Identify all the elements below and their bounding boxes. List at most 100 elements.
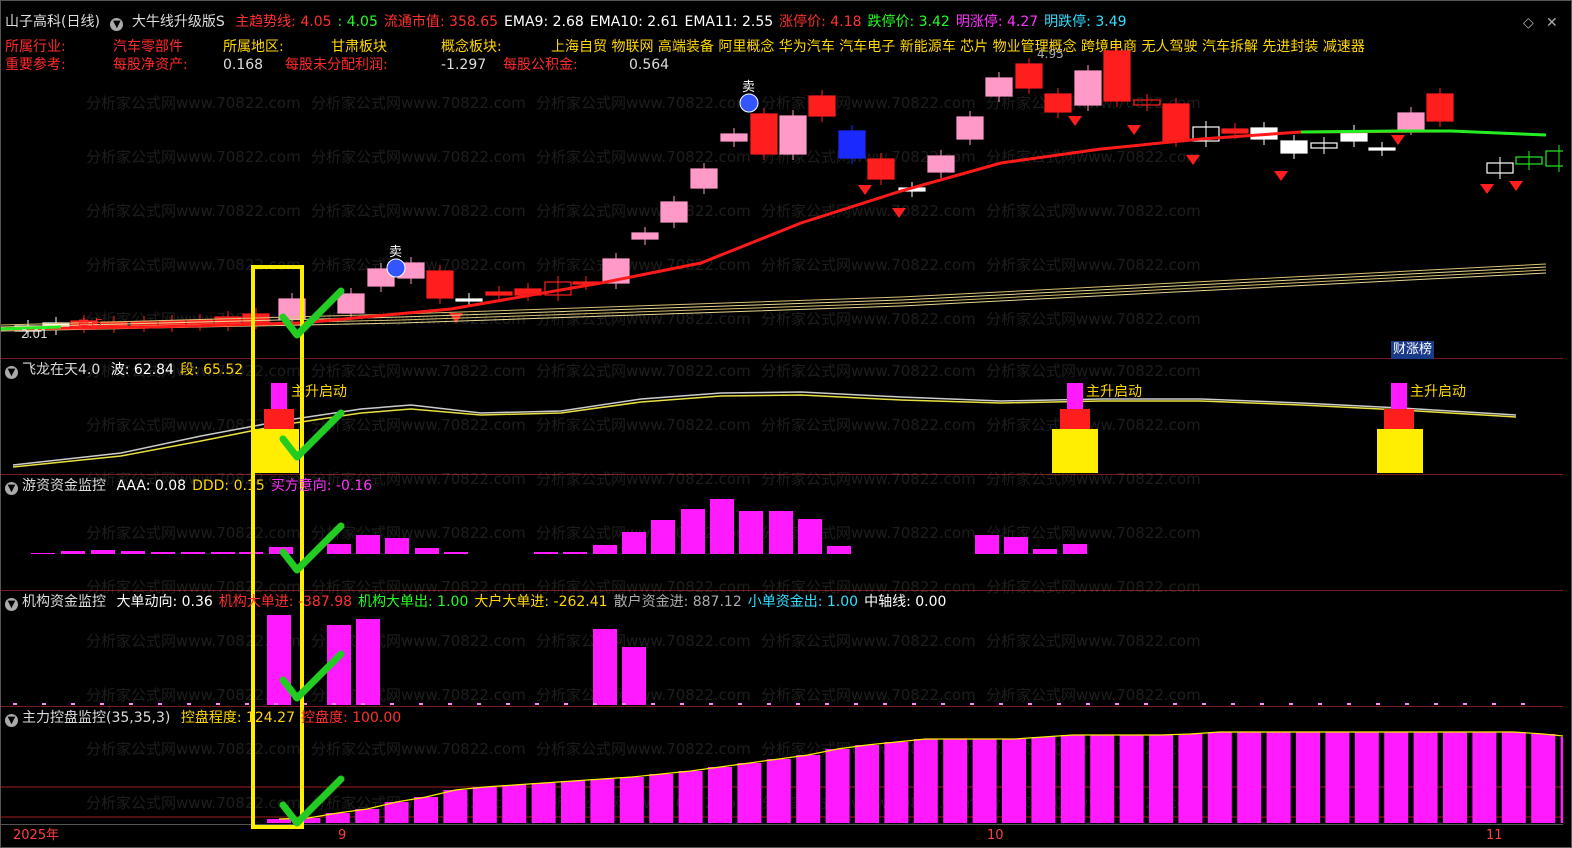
panel4-header: ▼ 机构资金监控 大单动向: 0.36 机构大单进: -387.98 机构大单出: 1… — [5, 593, 946, 611]
main-trend-line — [1, 129, 1452, 331]
concept-value: 上海自贸 物联网 高端装备 阿里概念 华为汽车 汽车电子 新能源车 芯片 物业管… — [551, 39, 1365, 55]
candle-body — [455, 298, 483, 302]
panel2-header: ▼ 飞龙在天4.0 波: 62.84 段: 65.52 — [5, 361, 243, 379]
diamond-icon[interactable]: ◇ — [1523, 15, 1534, 31]
candle-body — [750, 113, 778, 155]
control-bar — [472, 787, 497, 823]
hot-money-bar — [651, 520, 675, 554]
candle-body — [278, 298, 306, 320]
panel4-item-label: 小单资金出: — [747, 594, 823, 610]
buy-arrow-icon — [1480, 184, 1494, 194]
panel4-name[interactable]: 机构资金监控 — [22, 594, 106, 610]
control-bar — [1031, 737, 1056, 823]
panel3-header: ▼ 游资资金监控 AAA: 0.08 DDD: 0.15 买方意向: -0.16 — [5, 477, 372, 495]
panel2-item-label: 波: — [110, 362, 130, 378]
zero-dot — [1202, 703, 1206, 705]
ref-label: 重要参考: — [5, 57, 66, 73]
panel2-gear-icon[interactable]: ▼ — [5, 366, 18, 379]
control-line — [278, 731, 1563, 820]
control-bar — [855, 745, 879, 823]
signal-bar-red — [264, 409, 294, 429]
close-icon[interactable]: ✕ — [1546, 15, 1558, 31]
buy-arrow-icon — [1391, 135, 1405, 145]
hot-money-bar — [327, 544, 351, 554]
moving-average-line — [1, 263, 1547, 326]
panel5-name[interactable]: 主力控盘监控(35,35,3) — [22, 710, 171, 726]
control-bar — [1060, 735, 1085, 823]
zero-dot — [477, 703, 481, 705]
panel4-gear-icon[interactable]: ▼ — [5, 598, 18, 611]
xaxis-year: 2025年 — [13, 828, 60, 843]
control-bar — [678, 771, 703, 823]
signal-label: 主升启动 — [291, 384, 347, 400]
zero-dot — [593, 703, 597, 705]
hot-money-bar — [975, 535, 999, 554]
hot-money-bar — [181, 552, 205, 554]
control-bar — [267, 819, 291, 823]
candle-body — [1280, 140, 1308, 154]
reserve-value: 0.564 — [629, 57, 670, 73]
zero-dot — [970, 703, 974, 705]
zero-dot — [767, 703, 771, 705]
signal-label: 主升启动 — [1086, 384, 1142, 400]
panel4-item-label: 大户大单进: — [474, 594, 550, 610]
price-high-label: 4.95 — [1037, 47, 1064, 61]
candle-body — [1133, 99, 1161, 106]
control-bar — [1178, 734, 1203, 823]
hot-money-bar — [31, 553, 55, 554]
region-label: 所属地区: — [223, 39, 284, 55]
hot-money-bar — [563, 552, 587, 554]
nav-value: 0.168 — [223, 57, 264, 73]
zero-dot — [1347, 703, 1351, 705]
header-item: EMA11: 2.55 — [684, 14, 773, 30]
moving-average-line — [1, 266, 1547, 328]
control-bar — [1266, 732, 1291, 823]
zero-dot — [1289, 703, 1293, 705]
hot-money-bar — [415, 548, 439, 554]
panel3-item-value: -0.16 — [331, 478, 373, 494]
candle-body — [956, 116, 984, 140]
candle-body — [1426, 93, 1454, 122]
control-bar — [355, 809, 380, 823]
panel3-gear-icon[interactable]: ▼ — [5, 482, 18, 495]
zero-dot — [158, 703, 162, 705]
zero-dot — [419, 703, 423, 705]
zero-dot — [274, 703, 278, 705]
sell-marker: 卖 — [742, 80, 755, 95]
control-bar — [796, 755, 821, 823]
indicator-name[interactable]: 大牛线升级版S — [131, 14, 225, 30]
candle-body — [426, 270, 454, 299]
control-bar — [825, 749, 850, 823]
candle-body — [1221, 128, 1249, 134]
xaxis-month-11: 11 — [1486, 828, 1503, 843]
candle-body — [808, 95, 836, 117]
panel3-name[interactable]: 游资资金监控 — [22, 478, 106, 494]
panel2-name[interactable]: 飞龙在天4.0 — [22, 362, 101, 378]
hot-money-bar — [444, 552, 468, 554]
header-item: 主趋势线: 4.05 — [235, 14, 331, 30]
panel4-item: 机构大单进: -387.98 — [219, 594, 352, 610]
hot-money-bar — [211, 552, 235, 554]
corner-badge[interactable]: 财涨榜 — [1391, 341, 1435, 359]
control-bar — [1354, 732, 1379, 823]
candle-body — [927, 155, 955, 173]
zero-dot — [1463, 703, 1467, 705]
settings-gear-icon[interactable]: ▼ — [110, 18, 124, 31]
candle-body — [720, 133, 748, 142]
hot-money-bar — [827, 546, 851, 554]
candle-body — [1015, 63, 1043, 89]
panel3-item-value: 0.15 — [229, 478, 265, 494]
nav-label: 每股净资产: — [113, 57, 188, 73]
header-item: 流通市值: 358.65 — [384, 14, 498, 30]
zero-dot — [448, 703, 452, 705]
control-bar — [1501, 732, 1526, 823]
control-bar — [913, 739, 938, 823]
control-bar — [1119, 735, 1144, 823]
header-item-value: 4.18 — [825, 14, 862, 30]
stock-title[interactable]: 山子高科(日线) — [5, 14, 100, 30]
panel4-item: 大单动向: 0.36 — [116, 594, 212, 610]
panel5-gear-icon[interactable]: ▼ — [5, 714, 18, 727]
hot-money-bar — [121, 551, 145, 554]
hot-money-bar — [356, 535, 380, 554]
